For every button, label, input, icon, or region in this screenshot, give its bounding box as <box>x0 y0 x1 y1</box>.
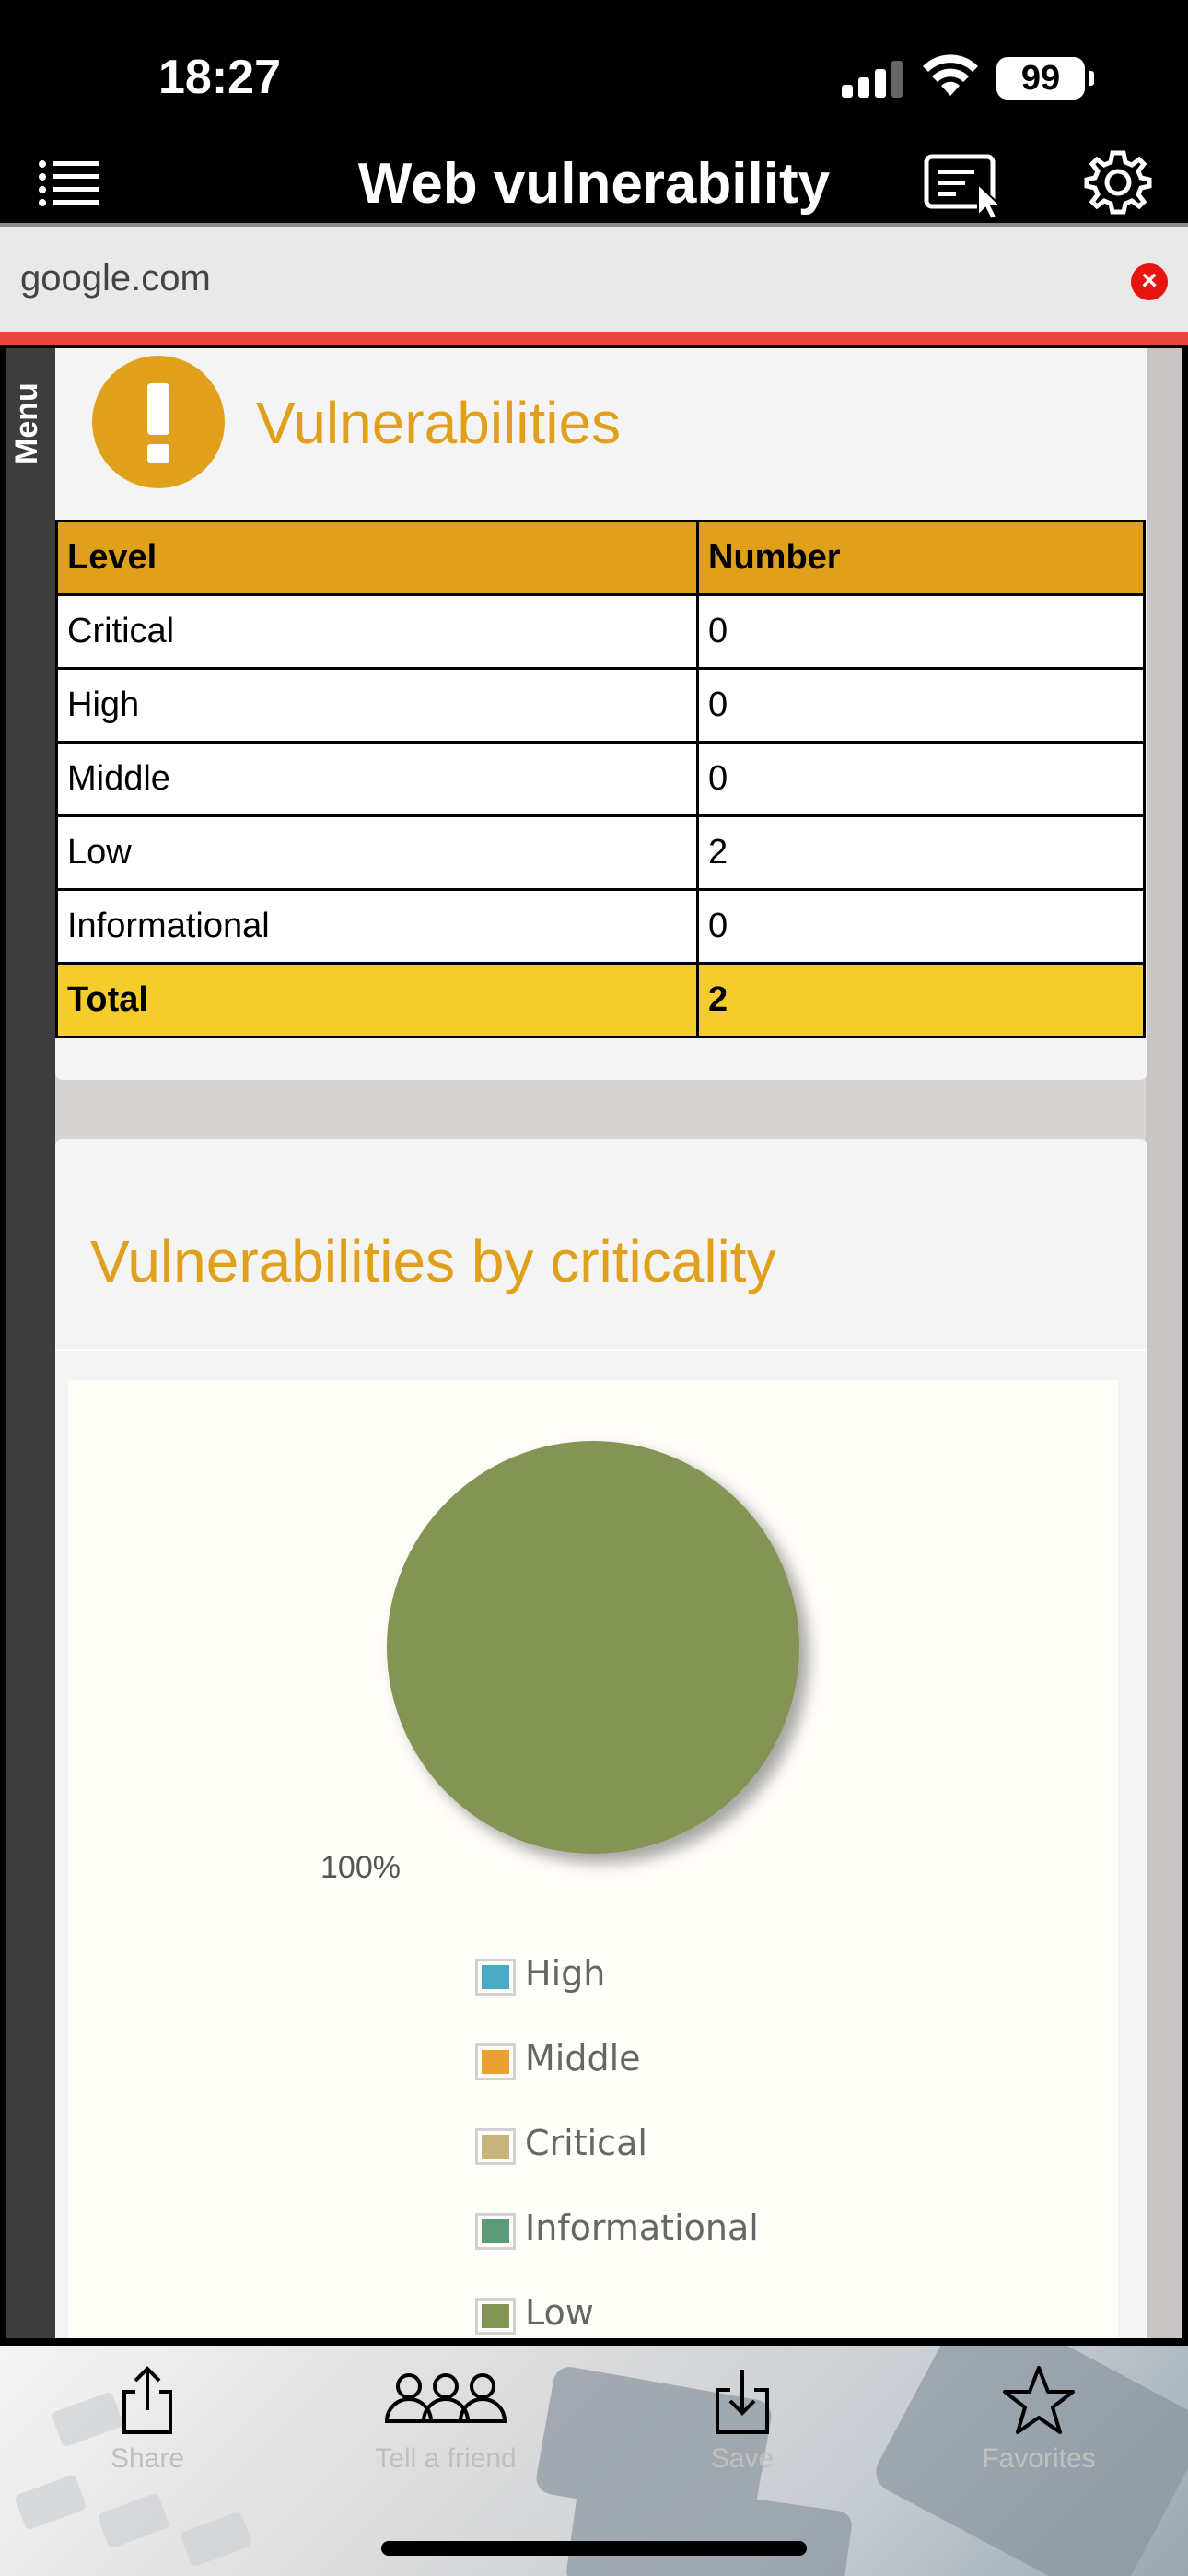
table-total-row: Total 2 <box>55 962 1146 1038</box>
pie-chart: 100% High Middle Critical Informational Low <box>68 1380 1118 2338</box>
table-row: Middle 0 <box>55 741 1146 817</box>
number-cell: 0 <box>696 888 1146 965</box>
pie-data-label: 100% <box>320 1850 401 1885</box>
level-cell: Critical <box>55 593 699 670</box>
column-header: Number <box>696 520 1146 596</box>
status-time: 18:27 <box>158 51 281 104</box>
column-header: Level <box>55 520 699 596</box>
clear-icon[interactable]: × <box>1131 263 1168 300</box>
progress-line <box>0 332 1188 348</box>
download-icon <box>716 2370 769 2434</box>
legend-label: Critical <box>525 2123 647 2163</box>
gear-icon[interactable] <box>1083 147 1153 217</box>
battery-indicator: 99 <box>996 57 1094 100</box>
legend-label: Informational <box>525 2207 759 2248</box>
criticality-title: Vulnerabilities by criticality <box>90 1228 776 1294</box>
favorites-button[interactable]: Favorites <box>938 2364 1140 2475</box>
legend-swatch <box>475 1959 516 1996</box>
number-cell: 2 <box>696 814 1146 891</box>
page-title: Web vulnerability <box>357 152 831 216</box>
level-cell: Middle <box>55 741 699 817</box>
favorites-label: Favorites <box>982 2443 1096 2474</box>
side-menu-tab[interactable]: Menu <box>6 348 55 2338</box>
legend-swatch <box>475 2213 516 2250</box>
table-row: High 0 <box>55 667 1146 744</box>
vulnerabilities-table: Level Number Critical 0 High 0 Middle 0 … <box>55 520 1146 1038</box>
number-cell: 0 <box>696 667 1146 744</box>
tell-a-friend-label: Tell a friend <box>375 2443 517 2474</box>
scroll-gutter <box>1146 348 1182 2338</box>
web-content[interactable]: Menu Vulnerabilities Level Number Critic… <box>0 348 1188 2344</box>
legend-item-informational: Informational <box>475 2195 759 2279</box>
home-indicator <box>381 2541 807 2556</box>
table-row: Low 2 <box>55 814 1146 891</box>
save-button[interactable]: Save <box>641 2364 844 2475</box>
table-header-row: Level Number <box>55 520 1146 596</box>
people-icon <box>384 2373 507 2423</box>
total-number: 2 <box>696 962 1146 1038</box>
url-input[interactable]: google.com <box>20 258 211 299</box>
signal-icon <box>842 61 903 98</box>
list-menu-icon[interactable] <box>37 155 101 210</box>
wifi-icon <box>923 54 978 96</box>
save-label: Save <box>710 2443 775 2474</box>
report-icon[interactable] <box>923 147 1006 221</box>
chart-legend: High Middle Critical Informational Low <box>475 1940 759 2338</box>
total-label: Total <box>55 962 699 1038</box>
vulnerabilities-title: Vulnerabilities <box>256 390 622 456</box>
warning-icon <box>92 356 225 488</box>
star-icon <box>1003 2366 1075 2434</box>
url-bar[interactable]: google.com × <box>0 223 1188 332</box>
legend-item-high: High <box>475 1940 751 2025</box>
legend-swatch <box>475 2298 516 2335</box>
legend-label: High <box>525 1953 606 1994</box>
pie-slice-low <box>387 1441 799 1854</box>
level-cell: Low <box>55 814 699 891</box>
criticality-panel: Vulnerabilities by criticality 100% High… <box>55 1139 1147 2338</box>
number-cell: 0 <box>696 593 1146 670</box>
legend-item-middle: Middle <box>475 2025 751 2110</box>
table-row: Informational 0 <box>55 888 1146 965</box>
level-cell: Informational <box>55 888 699 965</box>
nav-bar: Web vulnerability <box>0 147 1188 223</box>
legend-label: Middle <box>525 2038 641 2078</box>
side-menu-label: Menu <box>9 382 44 464</box>
vulnerabilities-panel: Vulnerabilities Level Number Critical 0 … <box>55 348 1147 1080</box>
legend-item-low: Low <box>475 2279 751 2338</box>
tell-a-friend-button[interactable]: Tell a friend <box>344 2364 547 2475</box>
legend-item-critical: Critical <box>475 2110 751 2195</box>
pie-chart-svg: 100% <box>320 1441 799 1885</box>
level-cell: High <box>55 667 699 744</box>
divider <box>55 1349 1147 1351</box>
share-button[interactable]: Share <box>46 2364 249 2475</box>
legend-label: Low <box>525 2292 594 2333</box>
status-bar: 18:27 99 <box>0 0 1188 147</box>
legend-swatch <box>475 2128 516 2165</box>
number-cell: 0 <box>696 741 1146 817</box>
legend-swatch <box>475 2043 516 2080</box>
share-icon <box>122 2366 172 2434</box>
share-label: Share <box>110 2443 185 2474</box>
table-row: Critical 0 <box>55 593 1146 670</box>
